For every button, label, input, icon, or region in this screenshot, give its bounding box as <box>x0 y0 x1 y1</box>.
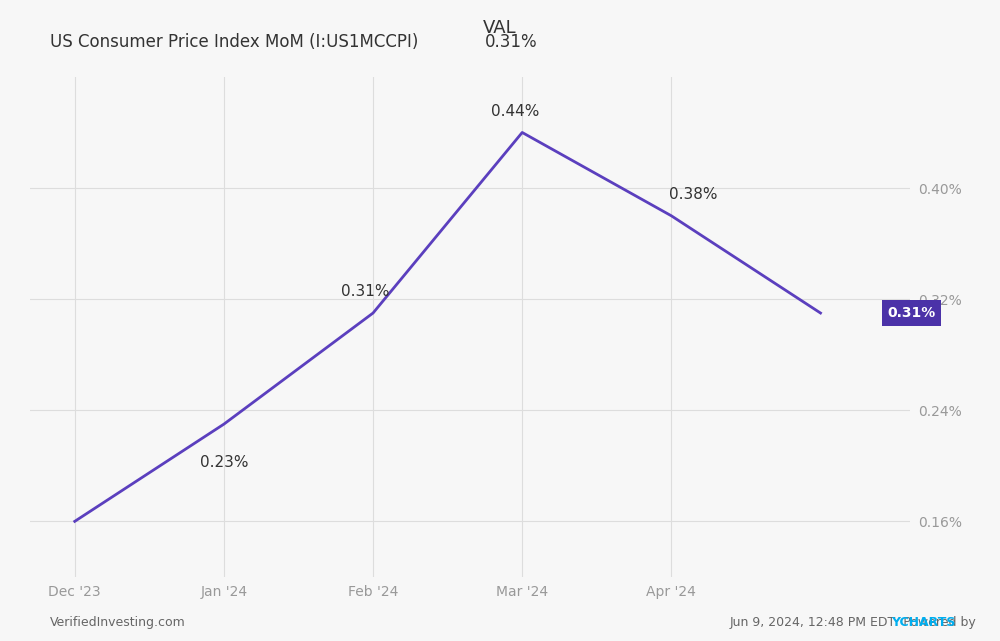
Text: 0.44%: 0.44% <box>491 104 539 119</box>
Text: Jun 9, 2024, 12:48 PM EDT  Powered by: Jun 9, 2024, 12:48 PM EDT Powered by <box>730 617 981 629</box>
Text: YCHARTS: YCHARTS <box>891 617 955 629</box>
Text: 0.31%: 0.31% <box>888 306 936 320</box>
Text: VerifiedInvesting.com: VerifiedInvesting.com <box>50 617 186 629</box>
Text: 0.31%: 0.31% <box>485 33 538 51</box>
Text: VAL: VAL <box>483 19 517 37</box>
Text: US Consumer Price Index MoM (I:US1MCCPI): US Consumer Price Index MoM (I:US1MCCPI) <box>50 33 418 51</box>
Text: 0.38%: 0.38% <box>669 187 718 202</box>
Text: 0.23%: 0.23% <box>200 454 248 470</box>
Text: 0.31%: 0.31% <box>341 284 390 299</box>
